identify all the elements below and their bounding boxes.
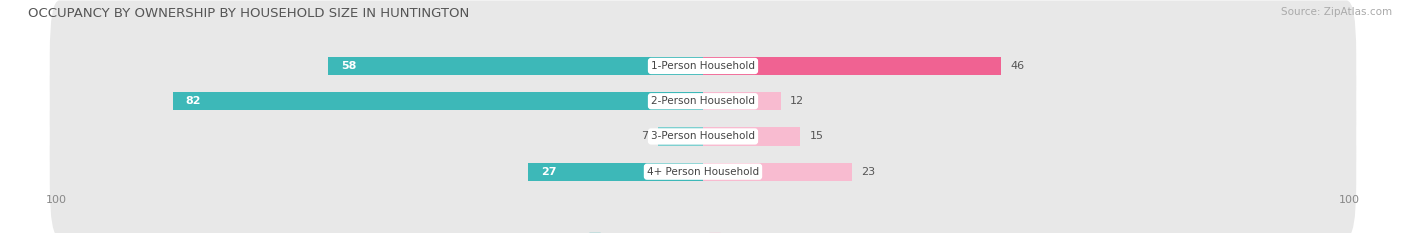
FancyBboxPatch shape — [49, 36, 1357, 167]
Text: 46: 46 — [1011, 61, 1025, 71]
Text: 3-Person Household: 3-Person Household — [651, 131, 755, 141]
Text: 1-Person Household: 1-Person Household — [651, 61, 755, 71]
Legend: Owner-occupied, Renter-occupied: Owner-occupied, Renter-occupied — [585, 228, 821, 233]
Text: 15: 15 — [810, 131, 824, 141]
Text: 7: 7 — [641, 131, 648, 141]
Text: 2-Person Household: 2-Person Household — [651, 96, 755, 106]
Text: 23: 23 — [862, 167, 876, 177]
Bar — [703, 163, 852, 181]
Bar — [658, 127, 703, 146]
Text: Source: ZipAtlas.com: Source: ZipAtlas.com — [1281, 7, 1392, 17]
Text: 58: 58 — [340, 61, 356, 71]
Bar — [703, 57, 1001, 75]
Text: 4+ Person Household: 4+ Person Household — [647, 167, 759, 177]
FancyBboxPatch shape — [49, 0, 1357, 131]
Text: 82: 82 — [186, 96, 201, 106]
FancyBboxPatch shape — [49, 71, 1357, 202]
Bar — [328, 57, 703, 75]
Text: OCCUPANCY BY OWNERSHIP BY HOUSEHOLD SIZE IN HUNTINGTON: OCCUPANCY BY OWNERSHIP BY HOUSEHOLD SIZE… — [28, 7, 470, 20]
FancyBboxPatch shape — [49, 106, 1357, 233]
Bar — [173, 92, 703, 110]
Bar — [529, 163, 703, 181]
Text: 12: 12 — [790, 96, 804, 106]
Bar — [703, 127, 800, 146]
Bar — [703, 92, 780, 110]
Text: 27: 27 — [541, 167, 557, 177]
